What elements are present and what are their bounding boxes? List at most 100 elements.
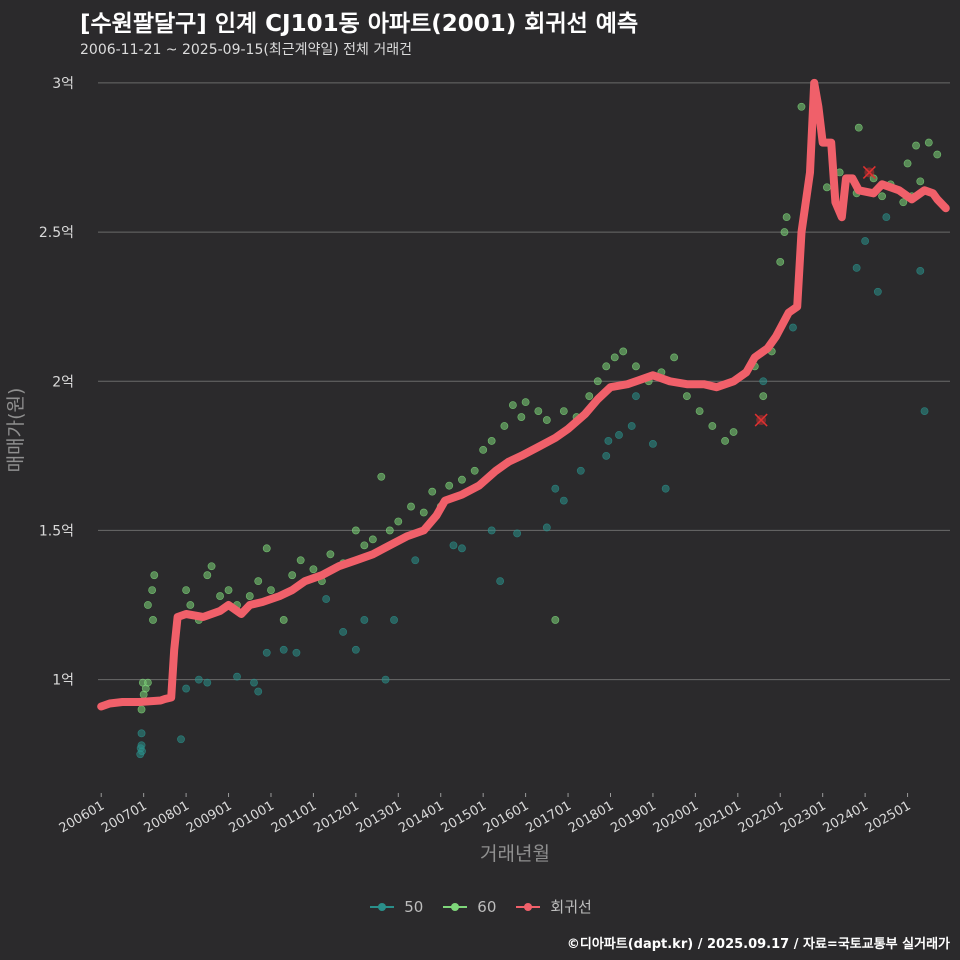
data-point-50 [649, 440, 657, 448]
data-point-50 [615, 431, 623, 439]
data-point-60 [619, 347, 628, 356]
x-tick-label: 200701 [99, 798, 149, 836]
data-point-50 [339, 627, 348, 636]
data-point-60 [780, 228, 789, 236]
data-point-60 [137, 705, 146, 714]
data-point-60 [207, 562, 216, 571]
data-point-50 [559, 496, 568, 505]
data-point-60 [419, 508, 428, 517]
data-point-60 [759, 392, 768, 401]
x-tick-label: 201901 [608, 798, 658, 836]
data-point-60 [903, 159, 912, 168]
data-point-50 [861, 237, 870, 245]
data-point-60 [148, 586, 157, 595]
x-tick-label: 201301 [354, 798, 404, 836]
data-point-60 [924, 138, 933, 147]
data-point-50 [852, 263, 861, 272]
data-point-50 [513, 529, 522, 538]
data-point-50 [449, 541, 458, 550]
data-point-60 [262, 544, 271, 553]
data-point-60 [470, 466, 479, 475]
y-tick-label: 2억 [52, 374, 74, 390]
data-point-50 [496, 577, 505, 586]
cancel-cross-b [754, 413, 768, 427]
data-point-60 [521, 398, 530, 407]
data-point-60 [551, 616, 560, 624]
data-point-60 [368, 535, 377, 544]
data-point-60 [182, 586, 190, 595]
legend-key-60 [441, 900, 469, 914]
data-point-60 [500, 422, 509, 430]
y-axis-title: 매매가(원) [5, 388, 27, 473]
data-point-50 [351, 645, 360, 654]
data-point-60 [360, 541, 369, 550]
legend-key-regression [514, 900, 542, 914]
x-tick-label: 202301 [778, 798, 828, 836]
data-point-60 [138, 678, 147, 687]
data-point-50 [254, 687, 263, 696]
data-point-50 [458, 544, 466, 553]
data-point-50 [576, 466, 585, 475]
x-tick-label: 202501 [863, 798, 913, 836]
data-point-60 [150, 571, 159, 580]
chart-subtitle: 2006-11-21 ~ 2025-09-15(최근계약일) 전체 거래건 [80, 42, 412, 58]
data-point-60 [377, 472, 386, 481]
data-point-60 [869, 174, 878, 183]
data-point-60 [326, 550, 335, 559]
data-point-50 [262, 648, 271, 657]
data-point-50 [381, 675, 390, 684]
data-point-60 [933, 150, 942, 159]
data-point-50 [203, 678, 212, 687]
data-point-60 [245, 592, 254, 600]
data-point-60 [279, 616, 288, 624]
legend-label-50: 50 [404, 897, 424, 916]
data-point-50 [920, 407, 929, 415]
data-point-50 [322, 595, 331, 603]
data-point-60 [899, 198, 908, 207]
cancelled-deal-marker [862, 165, 876, 179]
data-point-50 [250, 678, 258, 687]
x-tick-label: 202101 [693, 798, 743, 836]
legend-item-60: 60 [441, 898, 496, 916]
x-tick-labels: 2006012007012008012009012010012011012012… [57, 793, 914, 836]
data-point-50 [873, 287, 882, 296]
x-tick-label: 200901 [184, 798, 234, 836]
legend-key-50 [368, 900, 396, 914]
data-point-60 [186, 601, 195, 609]
data-point-50 [182, 684, 190, 693]
x-tick-label: 201801 [566, 798, 616, 836]
data-point-60 [854, 123, 863, 132]
regression-line-path [97, 78, 950, 711]
data-point-60 [534, 407, 543, 415]
data-point-60 [797, 102, 806, 111]
data-point-60 [407, 502, 415, 511]
data-point-60 [508, 401, 517, 410]
data-point-50 [177, 735, 185, 744]
data-point-60 [542, 416, 551, 424]
y-tick-label: 1.5억 [39, 523, 74, 539]
data-point-60 [782, 213, 791, 222]
legend-label-regression: 회귀선 [550, 898, 592, 916]
data-point-60 [776, 258, 785, 266]
data-point-50 [390, 616, 398, 624]
y-tick-label: 1억 [52, 673, 74, 689]
data-point-50 [604, 437, 613, 445]
data-point-60 [394, 517, 403, 526]
y-tick-label: 3억 [52, 76, 74, 92]
data-point-60 [878, 192, 886, 201]
data-point-60 [144, 601, 152, 609]
legend: 50 60 회귀선 [0, 896, 960, 917]
data-point-60 [203, 571, 212, 580]
data-point-50 [627, 422, 636, 430]
data-point-60 [428, 487, 437, 496]
data-point-50 [411, 556, 420, 565]
x-tick-label: 201601 [481, 798, 531, 836]
scatter-points [136, 102, 942, 759]
x-tick-label: 202401 [821, 798, 871, 836]
data-point-50 [661, 484, 670, 493]
data-point-60 [288, 571, 297, 580]
grid-lines [98, 82, 950, 681]
cancelled-deal-marker [754, 413, 768, 427]
data-point-50 [916, 266, 925, 275]
